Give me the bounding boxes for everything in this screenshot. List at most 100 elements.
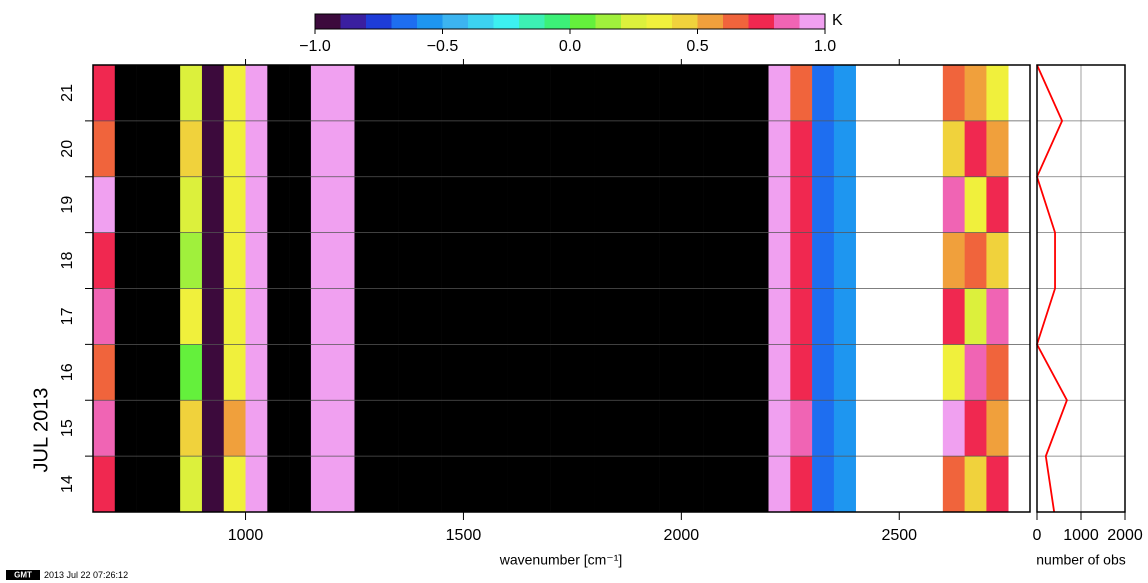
heatmap-cell <box>703 400 726 457</box>
heatmap-cell <box>93 288 116 345</box>
heatmap-cell <box>812 232 835 289</box>
heatmap-cell <box>93 344 116 401</box>
heatmap-cell <box>223 120 246 178</box>
heatmap-cell <box>833 65 856 122</box>
heatmap-cell <box>703 176 726 233</box>
heatmap-cell <box>354 232 377 289</box>
heatmap-cell <box>833 344 856 401</box>
heatmap-cell <box>310 65 333 122</box>
heatmap-cell <box>310 344 333 401</box>
heatmap-cell <box>354 400 377 457</box>
heatmap-cell <box>245 288 268 345</box>
colorbar-swatch <box>315 14 341 29</box>
heatmap-cell <box>833 288 856 345</box>
heatmap-cell <box>768 65 791 122</box>
heatmap-cell <box>267 65 290 122</box>
heatmap-cell <box>507 65 530 122</box>
obs-axis-label: number of obs <box>1036 552 1126 568</box>
heatmap-cell <box>376 456 399 513</box>
heatmap-cell <box>354 456 377 513</box>
heatmap-cell <box>812 65 835 122</box>
colorbar-swatch <box>519 14 545 29</box>
heatmap-cell <box>332 232 355 289</box>
heatmap-cell <box>267 344 290 401</box>
colorbar-tick-label: 0.5 <box>686 38 708 55</box>
heatmap-cell <box>376 288 399 345</box>
heatmap-cell <box>485 232 508 289</box>
heatmap-cell <box>507 400 530 457</box>
heatmap-cell <box>289 400 312 457</box>
heatmap-cell <box>964 456 987 513</box>
heatmap-cell <box>245 176 268 233</box>
heatmap-cell <box>223 288 246 345</box>
heatmap-cell <box>833 456 856 513</box>
heatmap-cell <box>746 400 769 457</box>
heatmap-cell <box>768 232 791 289</box>
heatmap-cell <box>463 344 486 401</box>
heatmap-cell <box>485 288 508 345</box>
heatmap-cell <box>201 232 225 289</box>
heatmap-cell <box>223 176 246 233</box>
heatmap-cell <box>223 456 246 513</box>
heatmap-cell <box>746 456 769 513</box>
heatmap-cell <box>681 344 704 401</box>
colorbar-tick-label: 0.0 <box>559 38 581 55</box>
heatmap-cell <box>289 176 312 233</box>
heatmap-cell <box>724 400 748 457</box>
heatmap-cell <box>267 288 290 345</box>
heatmap-cell <box>550 232 573 289</box>
heatmap-cell <box>986 400 1009 457</box>
heatmap-cell <box>93 65 116 122</box>
y-tick-label: 18 <box>59 252 76 270</box>
heatmap-cell <box>942 288 965 345</box>
heatmap-cell <box>507 344 530 401</box>
heatmap-cell <box>289 456 312 513</box>
plot-frame <box>1036 64 1126 513</box>
heatmap-cell <box>724 65 748 122</box>
heatmap-cell <box>158 344 181 401</box>
heatmap-cell <box>964 400 987 457</box>
heatmap-cell <box>637 344 660 401</box>
heatmap-cell <box>637 65 660 122</box>
heatmap-cell <box>180 232 203 289</box>
heatmap-cell <box>615 232 639 289</box>
heatmap-cell <box>158 65 181 122</box>
heatmap-cell <box>659 176 682 233</box>
heatmap-cell <box>354 65 377 122</box>
heatmap-cell <box>659 232 682 289</box>
heatmap-cell <box>746 288 769 345</box>
y-axis-label: JUL 2013 <box>30 388 52 473</box>
heatmap-cell <box>659 288 682 345</box>
heatmap-cell <box>419 176 442 233</box>
heatmap-cell <box>136 400 159 457</box>
colorbar-swatch <box>340 14 367 29</box>
heatmap-cell <box>615 288 639 345</box>
heatmap-cell <box>267 120 290 178</box>
heatmap-cell <box>136 120 159 178</box>
heatmap-cell <box>398 176 421 233</box>
heatmap-cell <box>986 120 1009 178</box>
heatmap-cell <box>572 456 595 513</box>
heatmap-cell <box>768 176 791 233</box>
heatmap-cell <box>790 120 813 178</box>
heatmap-cell <box>114 176 137 233</box>
heatmap-cell <box>93 120 116 178</box>
heatmap-cell <box>441 120 464 178</box>
heatmap-cell <box>158 232 181 289</box>
heatmap-cell <box>485 120 508 178</box>
heatmap-cell <box>180 456 203 513</box>
colorbar-swatch <box>774 14 800 29</box>
heatmap-cell <box>245 400 268 457</box>
heatmap-cell <box>812 288 835 345</box>
heatmap-cell <box>441 456 464 513</box>
logo-box <box>6 570 40 580</box>
heatmap-cell <box>507 120 530 178</box>
heatmap-cell <box>267 176 290 233</box>
heatmap-cell <box>594 344 617 401</box>
heatmap-cell <box>310 176 333 233</box>
heatmap-cell <box>398 120 421 178</box>
heatmap-cell <box>223 400 246 457</box>
heatmap-cell <box>594 176 617 233</box>
heatmap-cell <box>289 65 312 122</box>
heatmap-cell <box>790 400 813 457</box>
